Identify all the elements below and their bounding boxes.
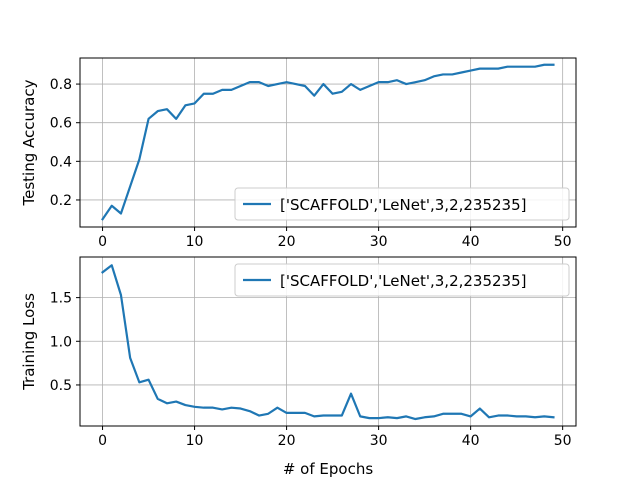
- loss-x-tick-label: 50: [554, 433, 572, 449]
- loss-x-tick-label: 40: [462, 433, 480, 449]
- loss-legend-label: ['SCAFFOLD','LeNet',3,2,235235]: [280, 272, 527, 290]
- accuracy-y-tick-label: 0.2: [50, 193, 72, 209]
- accuracy-y-axis-label: Testing Accuracy: [20, 79, 38, 206]
- loss-y-tick-label: 1.5: [50, 291, 72, 307]
- accuracy-x-tick-label: 20: [278, 234, 296, 250]
- loss-subplot: 0 10 20 30 40 50 0.5 1.0 1.5 Training Loss # of Ep…: [20, 256, 577, 478]
- loss-x-tick-label: 30: [370, 433, 388, 449]
- accuracy-y-tick-label: 0.6: [50, 116, 72, 132]
- loss-legend-box: [234, 263, 570, 297]
- accuracy-x-tick-label: 0: [98, 234, 107, 250]
- loss-x-tick-label: 0: [98, 433, 107, 449]
- accuracy-x-tick-label: 40: [462, 234, 480, 250]
- accuracy-y-tick-label: 0.4: [50, 154, 72, 170]
- loss-x-axis-label: # of Epochs: [283, 460, 373, 478]
- accuracy-axes-frame: [79, 57, 577, 228]
- loss-x-tick-label: 10: [186, 433, 204, 449]
- accuracy-x-tick-label: 50: [554, 234, 572, 250]
- loss-series-line: [101, 264, 555, 421]
- accuracy-legend-label: ['SCAFFOLD','LeNet',3,2,235235]: [280, 196, 527, 214]
- accuracy-x-tick-label: 30: [370, 234, 388, 250]
- accuracy-legend-box: [234, 187, 570, 221]
- loss-legend: ['SCAFFOLD','LeNet',3,2,235235]: [234, 263, 570, 297]
- loss-y-axis-label: Training Loss: [20, 293, 38, 391]
- loss-x-tick-label: 20: [278, 433, 296, 449]
- accuracy-legend: ['SCAFFOLD','LeNet',3,2,235235]: [234, 187, 570, 221]
- loss-y-tick-label: 1.0: [50, 334, 72, 350]
- accuracy-x-tick-label: 10: [186, 234, 204, 250]
- accuracy-series-line: [101, 63, 555, 221]
- loss-y-tick-label: 0.5: [50, 378, 72, 394]
- accuracy-y-tick-label: 0.8: [50, 77, 72, 93]
- accuracy-subplot: 0 10 20 30 40 50 0.2 0.4 0.6 0.8 Testing Accuracy […: [20, 57, 577, 250]
